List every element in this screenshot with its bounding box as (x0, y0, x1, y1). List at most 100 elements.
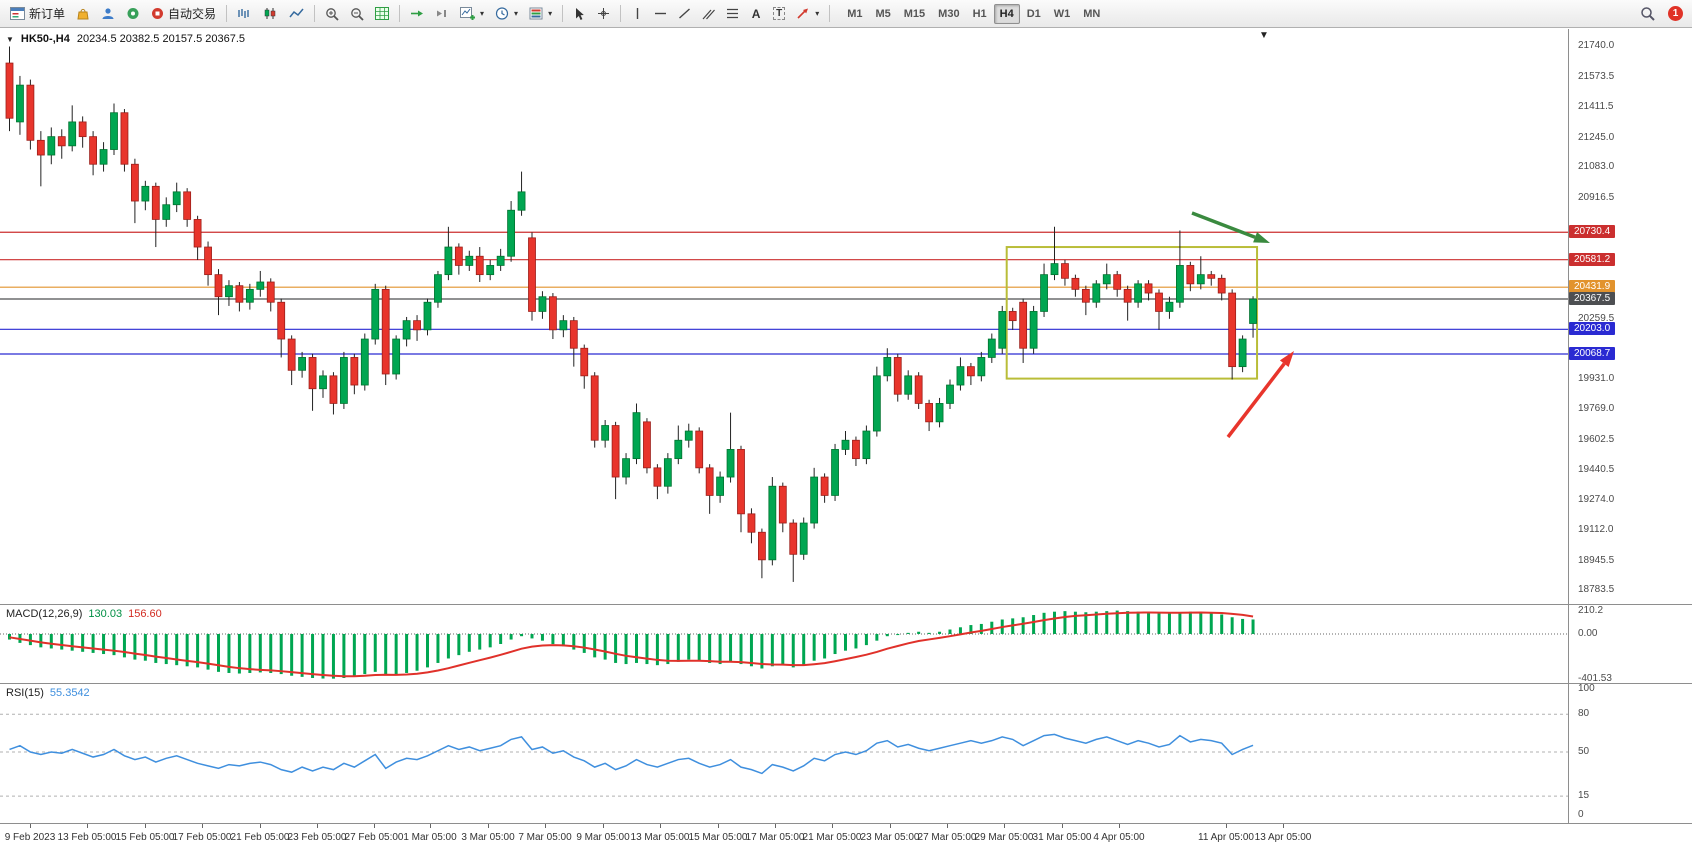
panel-separator[interactable] (0, 604, 1692, 605)
trendline-tool-button[interactable] (673, 3, 696, 25)
bull-candle (862, 430, 871, 460)
macd-indicator-plot[interactable] (0, 605, 1568, 683)
timeframe-mn-button[interactable]: MN (1077, 4, 1106, 24)
time-axis-label: 7 Mar 05:00 (518, 832, 572, 843)
search-button[interactable] (1635, 3, 1660, 25)
red-arrow-shaft[interactable] (1226, 362, 1286, 439)
dropdown-caret: ▾ (480, 9, 485, 18)
bull-candle (1176, 265, 1184, 303)
timeframe-m5-button[interactable]: M5 (869, 4, 896, 24)
indicators-window-button[interactable] (370, 3, 394, 25)
bear-candle (78, 121, 87, 138)
bull-candle (1165, 301, 1174, 312)
bear-candle (475, 255, 484, 276)
annotation-box[interactable] (1005, 246, 1259, 380)
crosshair-button[interactable] (592, 3, 615, 25)
bear-candle (1081, 288, 1090, 303)
arrows-tool-button[interactable]: ▾ (791, 3, 824, 25)
bull-candle (1029, 311, 1038, 349)
chart-shift-button[interactable] (430, 3, 454, 25)
autotrading-button[interactable]: 自动交易 (146, 3, 221, 25)
timeframe-d1-button[interactable]: D1 (1021, 4, 1047, 24)
toolbar-separator (620, 5, 622, 22)
bull-candle (987, 338, 996, 358)
panel-separator[interactable] (0, 823, 1692, 824)
time-axis-tick (1119, 824, 1120, 828)
periods-button[interactable]: ▾ (490, 3, 523, 25)
main-chart-plot[interactable] (0, 29, 1568, 604)
profile-button[interactable] (96, 3, 120, 25)
toolbar: 新订单 自动交易 (0, 0, 1692, 28)
bear-candle (1071, 277, 1080, 290)
text-label-tool-button[interactable]: T (768, 3, 790, 25)
time-axis-label: 15 Feb 05:00 (115, 832, 175, 843)
price-axis-label: 21083.0 (1578, 161, 1615, 173)
timeframe-h1-button[interactable]: H1 (967, 4, 993, 24)
bear-candle (1186, 265, 1195, 285)
macd-axis-label: -401.53 (1578, 672, 1612, 684)
bull-candle (904, 375, 913, 395)
candlestick-chart-button[interactable] (258, 3, 283, 25)
one-click-trading-toggle-icon[interactable]: ▼ (6, 34, 14, 44)
rsi-indicator-plot[interactable] (0, 684, 1568, 823)
chart-shift-icon (437, 10, 447, 17)
green-arrow-head[interactable] (1253, 232, 1270, 243)
text-tool-button[interactable]: A (745, 3, 767, 25)
price-tag: 20431.9 (1569, 280, 1616, 294)
templates-icon (529, 7, 543, 20)
toolbar-right-cluster: 1 (1635, 3, 1687, 25)
time-axis-label: 13 Apr 05:00 (1254, 832, 1312, 843)
chart-shift-marker-icon[interactable]: ▼ (1259, 30, 1269, 41)
green-arrow-shaft[interactable] (1191, 211, 1256, 239)
candlestick-icon (264, 8, 276, 19)
bear-candle (277, 301, 286, 340)
horizontal-line-tool-button[interactable] (649, 3, 672, 25)
new-chart-button[interactable]: ▾ (455, 3, 489, 25)
timeframe-w1-button[interactable]: W1 (1048, 4, 1077, 24)
market-button[interactable] (71, 3, 95, 25)
autoscroll-button[interactable] (405, 3, 429, 25)
bear-candle (1228, 292, 1237, 368)
macd-name: MACD(12,26,9) (6, 608, 83, 620)
profile-icon (102, 8, 114, 19)
time-axis-tick (202, 824, 203, 828)
community-button[interactable] (121, 3, 145, 25)
fibonacci-tool-button[interactable] (721, 3, 744, 25)
zoom-out-icon (351, 7, 364, 21)
bull-candle (162, 204, 171, 220)
zoom-in-button[interactable] (320, 3, 344, 25)
timeframe-h4-button[interactable]: H4 (993, 3, 1020, 24)
price-axis-label: 21411.5 (1578, 100, 1614, 112)
autotrading-icon (152, 8, 164, 19)
bull-candle (225, 285, 233, 298)
red-arrow-head[interactable] (1279, 351, 1294, 368)
templates-button[interactable]: ▾ (524, 3, 557, 25)
zoom-out-button[interactable] (345, 3, 369, 25)
notification-badge[interactable]: 1 (1668, 6, 1683, 21)
price-tag: 20068.7 (1569, 346, 1616, 360)
vertical-line-tool-button[interactable] (626, 3, 648, 25)
bull-candle (935, 403, 944, 423)
price-axis-label: 21245.0 (1578, 131, 1615, 143)
bear-candle (381, 288, 390, 375)
bar-chart-icon (238, 9, 249, 18)
time-axis-label: 27 Feb 05:00 (344, 832, 404, 843)
bear-candle (120, 112, 129, 165)
new-order-button[interactable]: 新订单 (5, 3, 70, 25)
bar-chart-button[interactable] (232, 3, 257, 25)
timeframe-m1-button[interactable]: M1 (841, 4, 868, 24)
timeframe-m15-button[interactable]: M15 (898, 4, 931, 24)
time-axis-tick (1226, 824, 1227, 828)
equidistant-channel-icon (702, 9, 716, 20)
price-tag: 20730.4 (1569, 225, 1616, 239)
bull-candle (1134, 283, 1142, 303)
bull-candle (256, 281, 265, 290)
bear-candle (204, 246, 212, 276)
cursor-button[interactable] (568, 3, 591, 25)
panel-separator[interactable] (0, 683, 1692, 684)
bear-candle (1008, 311, 1017, 322)
line-chart-button[interactable] (284, 3, 309, 25)
channel-tool-button[interactable] (697, 3, 720, 25)
horizontal-line-icon (655, 12, 667, 15)
timeframe-m30-button[interactable]: M30 (932, 4, 965, 24)
